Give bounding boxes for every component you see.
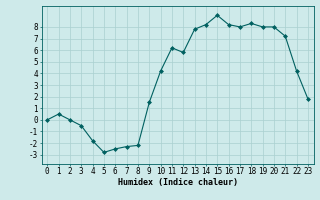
X-axis label: Humidex (Indice chaleur): Humidex (Indice chaleur) [118, 178, 237, 187]
